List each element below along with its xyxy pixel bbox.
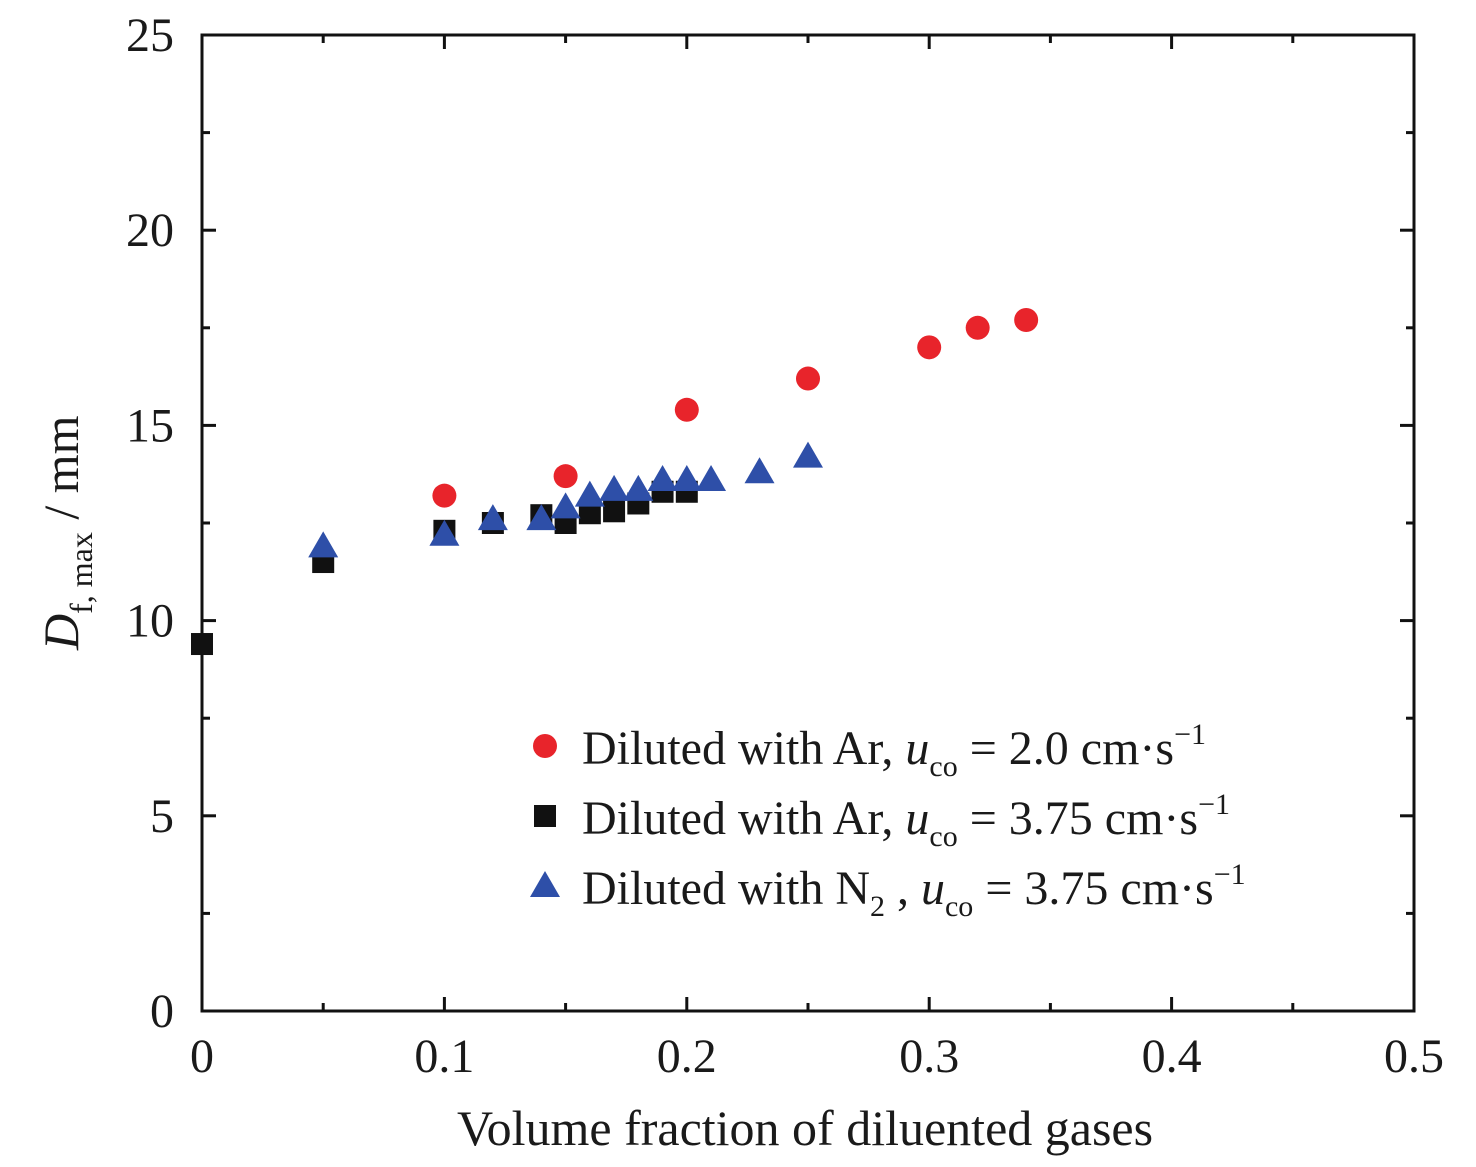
y-tick-label: 15 xyxy=(126,399,174,452)
x-axis-label: Volume fraction of diluented gases xyxy=(457,1100,1153,1156)
legend-marker-circle xyxy=(533,734,557,758)
legend-text: Diluted with Ar, xyxy=(582,792,905,845)
triangle-point xyxy=(550,492,581,519)
legend-entry: Diluted with Ar, uco = 3.75 cm·s−1 xyxy=(582,788,1230,853)
y-tick-label: 5 xyxy=(150,790,174,843)
legend-sup: −1 xyxy=(1198,788,1230,821)
legend-marker-square xyxy=(534,805,556,827)
circle-point xyxy=(432,483,457,508)
y-axis-label: Df, max / mm xyxy=(33,415,99,651)
legend-entry: Diluted with Ar, uco = 2.0 cm·s−1 xyxy=(582,718,1206,783)
x-tick-label: 0.3 xyxy=(899,1030,959,1083)
triangle-point xyxy=(671,465,702,492)
triangle-point xyxy=(647,465,678,492)
legend-marker-triangle xyxy=(530,871,560,897)
y-tick-label: 20 xyxy=(126,204,174,257)
square-point xyxy=(578,502,601,525)
circle-point xyxy=(1014,307,1039,332)
triangle-point xyxy=(574,480,605,507)
circle-point xyxy=(917,335,942,360)
y-tick-label: 0 xyxy=(150,985,174,1038)
y-tick-label: 10 xyxy=(126,595,174,648)
legend-sup: −1 xyxy=(1214,858,1246,891)
y-tick-labels: 0 5 10 15 20 25 xyxy=(126,9,174,1038)
y-label-sub: f, max xyxy=(63,532,99,614)
y-label-unit: / mm xyxy=(33,415,89,532)
legend-sub: 2 xyxy=(870,890,885,923)
legend-sup: −1 xyxy=(1174,718,1206,751)
triangle-point xyxy=(744,457,775,484)
legend-sub: co xyxy=(929,750,957,783)
legend-sub: co xyxy=(929,820,957,853)
legend-entry: Diluted with N2 , uco = 3.75 cm·s−1 xyxy=(582,858,1246,923)
data-points xyxy=(191,307,1039,656)
legend-sub: co xyxy=(945,890,973,923)
x-tick-labels: 0 0.1 0.2 0.3 0.4 0.5 xyxy=(190,1030,1444,1083)
x-tick-label: 0.5 xyxy=(1384,1030,1444,1083)
legend-text: , xyxy=(885,862,921,915)
triangle-point xyxy=(477,504,508,531)
triangle-point xyxy=(623,474,654,501)
triangle-point xyxy=(696,465,727,492)
legend-var: u xyxy=(905,792,929,845)
legend-text: = 3.75 cm·s xyxy=(973,862,1213,915)
x-tick-label: 0.1 xyxy=(414,1030,474,1083)
triangle-point xyxy=(599,474,630,501)
triangle-point xyxy=(526,504,557,531)
x-tick-label: 0 xyxy=(190,1030,214,1083)
legend-text: Diluted with N xyxy=(582,862,870,915)
y-label-main: D xyxy=(33,614,89,651)
circle-point xyxy=(553,464,578,489)
triangle-point xyxy=(429,519,460,546)
x-tick-label: 0.4 xyxy=(1142,1030,1202,1083)
triangle-point xyxy=(793,441,823,468)
circle-point xyxy=(796,366,820,391)
x-tick-label: 0.2 xyxy=(657,1030,717,1083)
legend-text: Diluted with Ar, xyxy=(582,722,905,775)
circle-point xyxy=(674,397,699,422)
y-tick-label: 25 xyxy=(126,9,174,62)
circle-point xyxy=(965,315,990,340)
legend-var: u xyxy=(905,722,929,775)
plot-frame xyxy=(200,33,1416,1013)
square-point xyxy=(603,500,626,523)
legend-text: = 3.75 cm·s xyxy=(958,792,1198,845)
legend: Diluted with Ar, uco = 2.0 cm·s−1Diluted… xyxy=(530,718,1246,923)
legend-var: u xyxy=(921,862,945,915)
triangle-point xyxy=(308,531,339,558)
legend-text: = 2.0 cm·s xyxy=(958,722,1174,775)
